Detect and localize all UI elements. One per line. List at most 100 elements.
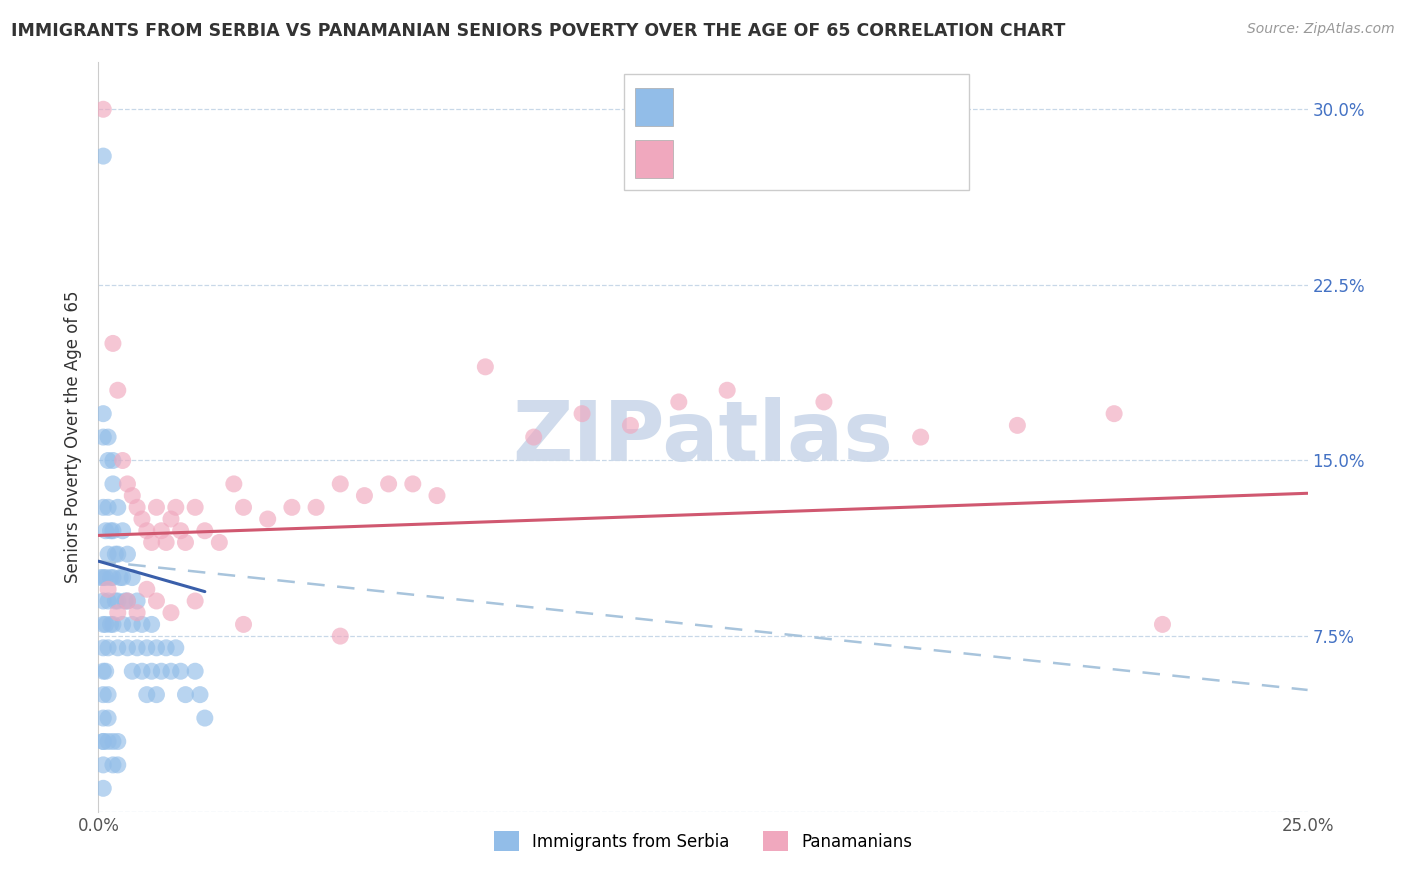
Point (101, 758, 124, 772)
Point (107, 640, 129, 655)
Point (101, 336, 124, 351)
Point (174, 688, 197, 702)
Point (141, 664, 163, 679)
Point (145, 500, 167, 515)
Y-axis label: Seniors Poverty Over the Age of 65: Seniors Poverty Over the Age of 65 (65, 291, 83, 583)
Point (121, 617, 143, 632)
Point (91, 102, 114, 116)
Point (184, 594, 207, 608)
Point (194, 711, 217, 725)
Point (194, 524, 217, 538)
Point (232, 500, 254, 515)
Point (91, 781, 114, 796)
Point (305, 500, 328, 515)
Point (145, 640, 167, 655)
Point (100, 524, 122, 538)
Point (91, 734, 114, 748)
Point (117, 547, 139, 561)
Point (91, 500, 114, 515)
Point (91, 407, 114, 421)
Point (329, 629, 352, 643)
Point (232, 617, 254, 632)
Point (145, 594, 167, 608)
Point (523, 430, 546, 444)
Point (716, 384, 738, 398)
Point (108, 571, 131, 585)
Point (97, 453, 120, 467)
Point (813, 395, 835, 409)
Point (131, 664, 153, 679)
Point (668, 395, 690, 409)
Point (377, 476, 399, 491)
Point (910, 430, 932, 444)
Point (97, 594, 120, 608)
Point (402, 476, 425, 491)
Point (91, 664, 114, 679)
Text: Source: ZipAtlas.com: Source: ZipAtlas.com (1247, 22, 1395, 37)
Point (150, 524, 173, 538)
Point (121, 664, 143, 679)
Point (135, 640, 157, 655)
Point (114, 594, 136, 608)
Point (127, 500, 149, 515)
Point (94, 617, 117, 632)
Point (174, 535, 197, 549)
Point (101, 571, 124, 585)
Point (160, 512, 183, 526)
Point (131, 512, 153, 526)
Point (91, 640, 114, 655)
Point (1152, 617, 1174, 632)
Point (101, 617, 124, 632)
Point (222, 476, 245, 491)
Point (188, 688, 211, 702)
Point (91, 688, 114, 702)
Point (117, 594, 139, 608)
Point (426, 489, 449, 503)
Point (107, 547, 129, 561)
Point (97, 547, 120, 561)
Text: IMMIGRANTS FROM SERBIA VS PANAMANIAN SENIORS POVERTY OVER THE AGE OF 65 CORRELAT: IMMIGRANTS FROM SERBIA VS PANAMANIAN SEN… (11, 22, 1066, 40)
Legend: Immigrants from Serbia, Panamanians: Immigrants from Serbia, Panamanians (485, 822, 921, 860)
Point (107, 594, 129, 608)
Point (101, 524, 124, 538)
Point (208, 535, 231, 549)
Point (135, 688, 157, 702)
Point (94, 664, 117, 679)
Point (90, 571, 112, 585)
Point (169, 664, 191, 679)
Point (184, 664, 207, 679)
Point (97, 688, 120, 702)
Point (127, 640, 149, 655)
Point (169, 524, 191, 538)
Point (91, 711, 114, 725)
Point (91, 617, 114, 632)
Point (101, 453, 124, 467)
Point (91, 758, 114, 772)
Point (141, 617, 163, 632)
Point (145, 688, 167, 702)
Point (619, 418, 641, 433)
Point (131, 617, 153, 632)
Point (97, 500, 120, 515)
Point (150, 664, 173, 679)
Point (94, 571, 117, 585)
Point (353, 489, 375, 503)
Point (101, 734, 124, 748)
Point (97, 582, 120, 597)
Point (1102, 407, 1125, 421)
Point (165, 640, 187, 655)
Point (91, 430, 114, 444)
Point (104, 594, 127, 608)
Point (101, 476, 124, 491)
Point (91, 734, 114, 748)
Point (256, 512, 278, 526)
Point (91, 149, 114, 163)
Point (1007, 418, 1029, 433)
Point (117, 640, 139, 655)
Point (127, 606, 149, 620)
Point (91, 594, 114, 608)
Point (155, 535, 177, 549)
Point (97, 640, 120, 655)
Point (117, 594, 139, 608)
Point (111, 617, 134, 632)
